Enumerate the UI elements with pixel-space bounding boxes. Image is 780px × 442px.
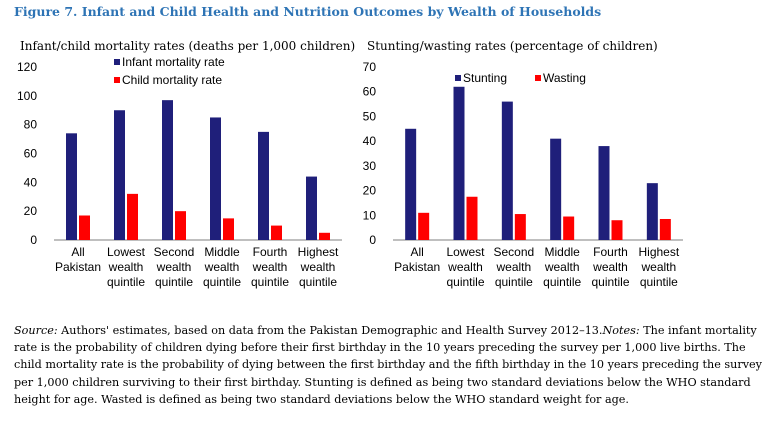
y-tick-label: 100 <box>17 89 37 103</box>
legend-label: Infant mortality rate <box>122 55 225 69</box>
x-tick-label: wealth <box>300 260 336 274</box>
x-tick-label: quintile <box>107 275 145 289</box>
legend-label: Wasting <box>543 71 586 85</box>
figure-notes: Source: Authors' estimates, based on dat… <box>14 322 766 408</box>
x-tick-label: quintile <box>299 275 337 289</box>
y-tick-label: 60 <box>24 147 38 161</box>
x-tick-label: All <box>410 245 423 259</box>
x-tick-label: quintile <box>446 275 484 289</box>
x-tick-label: wealth <box>544 260 580 274</box>
source-text: Authors' estimates, based on data from t… <box>57 324 603 337</box>
x-tick-label: wealth <box>447 260 483 274</box>
bar-primary <box>162 100 173 241</box>
stunting-chart: 010203040506070AllPakistanLowestwealthqu… <box>363 60 683 289</box>
y-tick-label: 50 <box>363 109 377 123</box>
x-tick-label: Middle <box>544 245 580 259</box>
y-tick-label: 20 <box>24 204 38 218</box>
source-label: Source: <box>14 324 58 337</box>
y-tick-label: 60 <box>363 85 377 99</box>
legend-swatch <box>114 77 120 83</box>
bar-secondary <box>514 214 526 240</box>
bar-primary <box>646 183 658 240</box>
bar-primary <box>598 146 610 240</box>
stunting-chart-title: Stunting/wasting rates (percentage of ch… <box>367 39 658 53</box>
bar-primary <box>501 101 513 240</box>
x-tick-label: quintile <box>591 275 629 289</box>
x-tick-label: Lowest <box>107 245 146 259</box>
bar-primary <box>306 176 317 240</box>
bar-secondary <box>79 215 90 240</box>
x-tick-label: quintile <box>543 275 581 289</box>
y-tick-label: 40 <box>363 134 377 148</box>
legend-label: Stunting <box>463 71 507 85</box>
x-tick-label: wealth <box>592 260 628 274</box>
bar-secondary <box>611 220 623 240</box>
x-tick-label: Pakistan <box>55 260 101 274</box>
x-tick-label: Highest <box>638 245 679 259</box>
legend-swatch <box>455 75 461 81</box>
bar-primary <box>453 86 465 240</box>
y-tick-label: 70 <box>363 60 377 74</box>
x-tick-label: Highest <box>298 245 339 259</box>
notes-label: Notes: <box>602 324 640 337</box>
bar-primary <box>258 131 269 240</box>
bar-primary <box>66 133 77 240</box>
x-tick-label: wealth <box>108 260 144 274</box>
legend-swatch <box>114 59 120 65</box>
x-tick-label: Pakistan <box>394 260 440 274</box>
bar-secondary <box>319 232 330 240</box>
x-tick-label: wealth <box>204 260 240 274</box>
y-tick-label: 20 <box>363 184 377 198</box>
x-tick-label: quintile <box>640 275 678 289</box>
x-tick-label: Middle <box>204 245 240 259</box>
x-tick-label: quintile <box>155 275 193 289</box>
mortality-chart-title: Infant/child mortality rates (deaths per… <box>20 39 356 53</box>
bar-secondary <box>466 196 478 240</box>
bar-secondary <box>175 211 186 240</box>
y-tick-label: 0 <box>30 233 37 247</box>
y-tick-label: 80 <box>24 118 38 132</box>
y-tick-label: 0 <box>369 233 376 247</box>
bar-secondary <box>127 193 138 240</box>
x-tick-label: Fourth <box>253 245 288 259</box>
y-tick-label: 10 <box>363 208 377 222</box>
bar-secondary <box>563 216 575 240</box>
bar-primary <box>405 128 417 240</box>
bar-secondary <box>418 212 430 240</box>
y-tick-label: 40 <box>24 175 38 189</box>
figure-title: Figure 7. Infant and Child Health and Nu… <box>14 4 602 19</box>
y-tick-label: 30 <box>363 159 377 173</box>
x-tick-label: All <box>71 245 84 259</box>
bar-secondary <box>659 218 671 240</box>
mortality-chart: 020406080100120AllPakistanLowestwealthqu… <box>17 55 342 289</box>
x-tick-label: Lowest <box>446 245 485 259</box>
y-tick-label: 120 <box>17 60 37 74</box>
x-tick-label: wealth <box>640 260 676 274</box>
bar-primary <box>550 138 562 240</box>
bar-secondary <box>271 225 282 240</box>
x-tick-label: Fourth <box>593 245 628 259</box>
legend-label: Child mortality rate <box>122 73 222 87</box>
x-tick-label: quintile <box>251 275 289 289</box>
x-tick-label: quintile <box>203 275 241 289</box>
legend-swatch <box>535 75 541 81</box>
x-tick-label: wealth <box>252 260 288 274</box>
bar-primary <box>114 110 125 240</box>
x-tick-label: wealth <box>495 260 531 274</box>
x-tick-label: quintile <box>495 275 533 289</box>
notes-text: The infant mortality rate is the probabi… <box>14 324 762 406</box>
bar-primary <box>210 117 221 240</box>
bar-secondary <box>223 218 234 240</box>
x-tick-label: wealth <box>156 260 192 274</box>
x-tick-label: Second <box>154 245 195 259</box>
x-tick-label: Second <box>493 245 534 259</box>
